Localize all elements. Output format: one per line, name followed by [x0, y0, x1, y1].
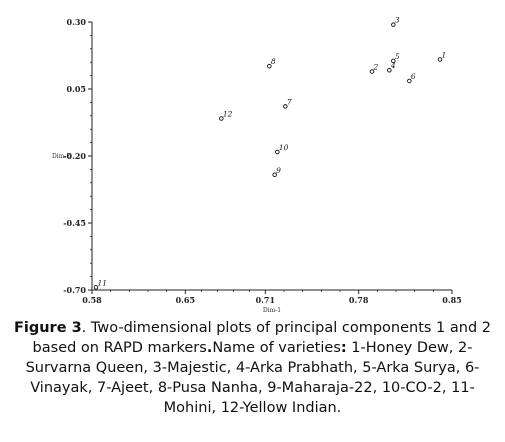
data-point-label: 4	[390, 61, 396, 70]
data-point	[93, 285, 99, 290]
figure-label: Figure 3	[13, 320, 82, 336]
data-point-label: 11	[98, 278, 108, 287]
data-point	[272, 172, 277, 178]
data-point	[407, 78, 412, 84]
data-point	[369, 69, 375, 74]
caption-colon: :	[340, 340, 347, 356]
caption-text: . Two-dimensional plots of principal com…	[32, 320, 492, 356]
data-point-label: 5	[395, 52, 400, 61]
data-point	[283, 104, 288, 109]
x-tick-label: 0.78	[349, 295, 369, 305]
data-point	[275, 149, 280, 155]
y-tick-label: -0.45	[63, 218, 86, 228]
y-tick-label: 0.05	[67, 84, 86, 94]
data-point-label: 7	[287, 97, 292, 106]
y-tick-label: 0.30	[67, 17, 87, 27]
caption-dot: .	[206, 340, 213, 356]
x-tick-label: 0.71	[256, 295, 275, 305]
data-point-label: 2	[373, 63, 379, 72]
data-point-label: 6	[411, 72, 416, 81]
plot-area: 0.58 0.65 0.71 0.78 0.85 0.30 0.05 -0.20 -0.45 -0…	[52, 16, 462, 314]
caption-prefix: Name of varieties	[212, 340, 341, 356]
x-tick-label: 0.65	[176, 295, 195, 305]
data-point-label: 9	[276, 166, 281, 175]
data-point	[437, 57, 443, 62]
caption-list: 1-Honey Dew, 2-Survarna Queen, 3-Majesti…	[25, 340, 480, 416]
figure-caption: Figure 3. Two-dimensional plots of princ…	[8, 318, 497, 418]
x-axis-label: Dim-1	[263, 307, 281, 314]
data-point-label: 3	[395, 16, 400, 25]
scatter-plot: 0.58 0.65 0.71 0.78 0.85 0.30 0.05 -0.20 -0.45 -0…	[52, 16, 462, 314]
x-tick-label: 0.58	[82, 295, 102, 305]
data-point	[387, 67, 392, 73]
y-tick-label: -0.20	[63, 151, 86, 161]
data-point	[391, 58, 396, 64]
data-point-label: 10	[279, 143, 289, 152]
y-axis-label: Dim-2	[52, 153, 70, 160]
data-point-label: 12	[223, 109, 233, 118]
data-point	[267, 63, 272, 69]
data-point-label: 8	[271, 57, 276, 66]
x-tick-label: 0.85	[442, 295, 461, 305]
data-point	[219, 116, 224, 121]
data-point	[391, 22, 396, 27]
y-tick-label: -0.70	[63, 285, 86, 295]
data-point-label: 1	[442, 51, 447, 60]
